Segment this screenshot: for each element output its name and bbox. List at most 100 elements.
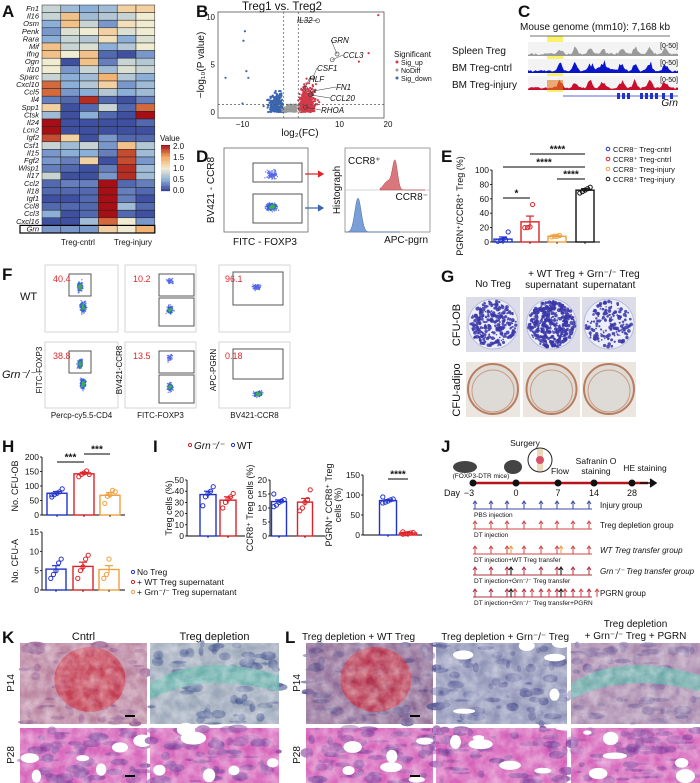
heatmap-cell [41,95,62,105]
heatmap-gene-label: Wisp1 [18,164,39,173]
volcano-point [267,110,270,114]
colony [596,304,600,308]
colony [502,312,505,315]
heatmap-cell [135,141,156,150]
volcano-point [314,83,318,86]
event-dot [79,359,81,361]
colony [505,305,509,309]
event-dot [264,177,266,179]
colony [527,325,531,330]
volcano-point [299,101,303,104]
event-dot [167,391,169,394]
event-dot [168,384,170,386]
event-dot [167,305,170,308]
event-dot [168,309,171,311]
heatmap-cell [79,27,99,36]
legend-marker [605,156,611,162]
colony [542,341,545,344]
y-tick-label: 100 [346,490,360,500]
colony [573,322,576,325]
heatmap-cell [135,149,156,158]
event-dot [83,384,85,386]
arrow-icon [305,204,325,212]
injection-arrow-icon [472,588,478,597]
colony [629,317,632,321]
labeled-gene-point [310,75,316,81]
colony [627,329,631,333]
data-point [51,492,58,498]
heatmap-cell [135,4,156,13]
colony [611,323,615,327]
heatmap-cell [116,141,137,150]
heatmap-cell [135,126,156,135]
volcano-point [290,109,293,112]
injection-arrow-icon [488,545,494,554]
volcano-point [295,109,298,112]
colony [544,318,549,323]
heatmap-cell [116,73,137,82]
event-dot [77,362,79,364]
event-dot [256,396,258,399]
arrow-icon [305,170,325,178]
heatmap-cell [98,88,118,97]
track-range: [0-50] [660,43,678,50]
volcano-point [270,99,274,102]
colony [482,320,485,323]
event-dot [78,365,80,368]
event-dot [169,355,172,358]
colony [553,306,557,310]
event-dot [170,390,173,393]
heatmap-cell [116,209,137,219]
gate-ccr8-pos [158,350,195,374]
colony [615,330,618,333]
heatmap-cell [116,179,137,188]
colony [508,317,512,321]
colorbar-segment [161,172,170,174]
event-dot [79,309,81,311]
assay-row-label: CFU-OB [451,304,463,346]
colony [624,315,627,318]
colony [491,303,493,306]
volcano-point [292,103,295,106]
colony [473,319,477,323]
heatmap-cell [116,118,137,127]
event-dot [77,289,79,291]
event-dot [256,393,259,395]
colorbar-segment [161,156,170,158]
colony [548,321,553,326]
event-dot [275,177,277,180]
event-dot [259,394,261,396]
event-dot [271,211,273,213]
colony [480,317,484,321]
volcano-point [262,104,265,108]
heatmap-cell [98,73,118,82]
colorbar-segment [161,168,170,170]
data-point [104,493,111,499]
colony [485,327,487,330]
colony [612,314,615,318]
event-dot [173,310,175,312]
heatmap-cell [79,57,99,67]
label-leader [305,107,322,111]
heatmap-cell [79,35,99,44]
heatmap-cell [98,19,118,29]
legend-entry: WT [237,441,253,452]
event-dot [268,174,270,177]
heatmap-cell [79,194,99,203]
event-dot [167,311,169,313]
event-dot [273,169,276,172]
event-dot [275,209,277,212]
heatmap-cell [135,217,156,226]
event-dot [83,378,85,381]
heatmap-cell [60,217,80,226]
colorbar-tick: 1.5 [173,153,185,162]
group-label: Treg depletion group [600,521,674,530]
colony [503,332,507,336]
heatmap-cell [116,133,137,143]
heatmap-gene-label: Il16 [27,12,40,21]
coverage-track [528,60,678,73]
event-label: Flow [551,466,570,476]
y-axis-label: No. CFU-OB [10,460,20,511]
volcano-point [313,99,317,103]
heatmap-cell [135,111,156,120]
